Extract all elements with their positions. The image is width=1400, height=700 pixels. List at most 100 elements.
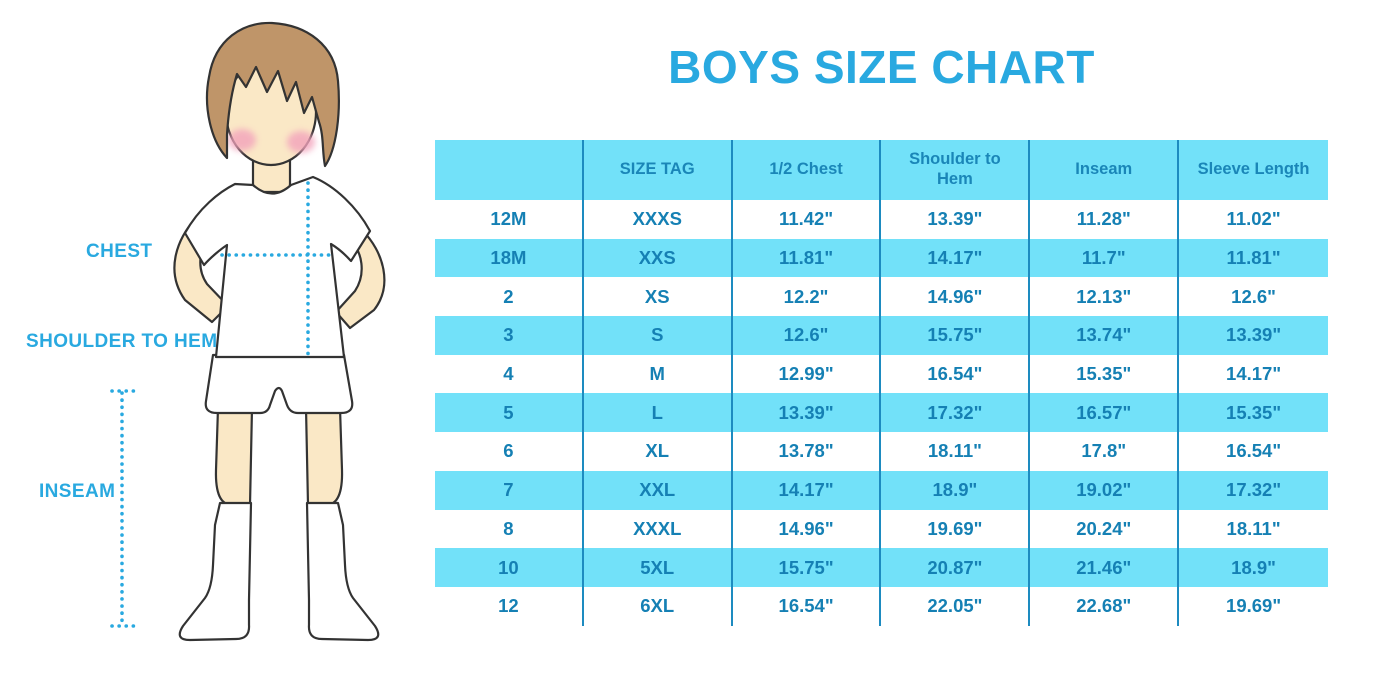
- table-cell: 17.32": [881, 393, 1031, 433]
- table-cell: 18.9": [1231, 556, 1276, 578]
- table-row: 3 S 12.6" 15.75" 13.74" 13.39": [435, 316, 1328, 355]
- table-row: 5 L 13.39" 17.32" 16.57" 15.35": [435, 393, 1328, 433]
- table-row: 4 M 12.99" 16.54" 15.35" 14.17": [435, 354, 1328, 394]
- boy-shirt: [183, 175, 372, 359]
- table-cell: 19.02": [1030, 470, 1180, 510]
- table-cell: 7: [435, 470, 584, 510]
- table-cell: 14.96": [733, 509, 882, 549]
- table-cell: 16.54": [1226, 440, 1282, 462]
- table-cell: 14.17": [1226, 363, 1282, 385]
- table-cell: 14.17": [881, 238, 1031, 278]
- boy-right-leg: [304, 406, 344, 507]
- table-cell: 12M: [435, 200, 584, 239]
- boy-right-cheek: [287, 131, 315, 153]
- column-header: Inseam: [1030, 140, 1180, 200]
- table-cell: 11.81": [1226, 247, 1281, 269]
- table-cell: 11.28": [1030, 200, 1180, 239]
- table-cell: 2: [435, 277, 584, 317]
- table-cell: 3: [435, 316, 584, 355]
- table-cell: 19.69": [881, 509, 1031, 549]
- table-cell: XXL: [584, 470, 733, 510]
- boy-right-arm: [334, 228, 386, 330]
- table-cell: 8: [435, 509, 584, 549]
- table-row: 18M XXS 11.81" 14.17" 11.7" 11.81": [435, 238, 1328, 278]
- table-cell: XL: [584, 432, 733, 471]
- table-cell: 18.11": [1226, 517, 1281, 539]
- table-cell: 15.35": [1226, 401, 1282, 423]
- table-cell: 12.99": [733, 354, 882, 394]
- column-header: [435, 140, 584, 200]
- table-row: 12 6XL 16.54" 22.05" 22.68" 19.69": [435, 586, 1328, 626]
- table-cell: XXS: [584, 238, 733, 278]
- page-title: BOYS SIZE CHART: [668, 41, 1095, 93]
- inseam-label: INSEAM: [39, 481, 116, 502]
- table-cell: 12.2": [733, 277, 882, 317]
- shoulder-to-hem-label: SHOULDER TO HEM: [26, 331, 218, 352]
- boy-left-cheek: [228, 129, 256, 151]
- table-row: 2 XS 12.2" 14.96" 12.13" 12.6": [435, 277, 1328, 317]
- table-cell: 12.13": [1030, 277, 1180, 317]
- table-cell: 16.54": [881, 354, 1031, 394]
- table-cell: 12.6": [733, 316, 882, 355]
- table-cell: 11.02": [1226, 208, 1281, 230]
- table-cell: XS: [584, 277, 733, 317]
- table-cell: 14.17": [733, 470, 882, 510]
- table-cell: 13.78": [733, 432, 882, 471]
- table-cell: 12: [435, 586, 584, 626]
- table-cell: 5XL: [584, 548, 733, 587]
- table-cell: 4: [435, 354, 584, 394]
- table-cell: 11.7": [1030, 238, 1180, 278]
- table-cell: 5: [435, 393, 584, 433]
- table-row: 8 XXXL 14.96" 19.69" 20.24" 18.11": [435, 509, 1328, 549]
- size-table-body: 12M XXXS 11.42" 13.39" 11.28" 11.02" 18M XXS 11.…: [435, 200, 1328, 626]
- table-cell: 18M: [435, 238, 584, 278]
- boy-hair: [205, 21, 340, 168]
- table-cell: L: [584, 393, 733, 433]
- boy-right-sock: [305, 501, 380, 642]
- table-cell: S: [584, 316, 733, 355]
- boy-figure-illustration: [110, 21, 386, 642]
- measurement-figure-panel: CHEST SHOULDER TO HEM INSEAM: [0, 0, 435, 700]
- table-cell: 16.54": [733, 586, 882, 626]
- table-cell: 18.9": [881, 470, 1031, 510]
- boy-left-sock: [178, 501, 253, 642]
- table-cell: 16.57": [1030, 393, 1180, 433]
- table-cell: XXXS: [584, 200, 733, 239]
- table-cell: 6: [435, 432, 584, 471]
- table-cell: 17.8": [1030, 432, 1180, 471]
- table-cell: 14.96": [881, 277, 1031, 317]
- table-cell: 22.05": [881, 586, 1031, 626]
- boy-shorts: [204, 353, 354, 415]
- table-cell: 6XL: [584, 586, 733, 626]
- table-cell: 11.42": [733, 200, 882, 239]
- table-cell: 10: [435, 548, 584, 587]
- table-cell: 13.39": [733, 393, 882, 433]
- size-table-header: SIZE TAG 1/2 Chest Shoulder to Hem Inseam Sl…: [435, 140, 1328, 200]
- table-cell: 17.32": [1226, 479, 1282, 501]
- size-table: SIZE TAG 1/2 Chest Shoulder to Hem Inseam Sl…: [435, 140, 1328, 626]
- chest-label: CHEST: [86, 241, 153, 262]
- table-cell: XXXL: [584, 509, 733, 549]
- table-cell: 15.35": [1030, 354, 1180, 394]
- table-cell: 19.69": [1226, 595, 1282, 617]
- table-cell: 13.39": [881, 200, 1031, 239]
- column-header: 1/2 Chest: [733, 140, 882, 200]
- table-cell: 13.74": [1030, 316, 1180, 355]
- table-cell: 18.11": [881, 432, 1031, 471]
- table-row: 12M XXXS 11.42" 13.39" 11.28" 11.02": [435, 200, 1328, 239]
- table-cell: 20.24": [1030, 509, 1180, 549]
- column-header: Sleeve Length: [1197, 160, 1310, 179]
- table-row: 6 XL 13.78" 18.11" 17.8" 16.54": [435, 432, 1328, 471]
- table-row: 7 XXL 14.17" 18.9" 19.02" 17.32": [435, 470, 1328, 510]
- table-cell: 20.87": [881, 548, 1031, 587]
- table-cell: 21.46": [1030, 548, 1180, 587]
- column-header: Shoulder to Hem: [881, 140, 1031, 200]
- table-cell: 13.39": [1226, 324, 1282, 346]
- table-cell: 15.75": [881, 316, 1031, 355]
- table-cell: 15.75": [733, 548, 882, 587]
- column-header: SIZE TAG: [584, 140, 733, 200]
- inseam-measure-line: [110, 389, 140, 628]
- boy-left-leg: [214, 406, 254, 507]
- table-cell: M: [584, 354, 733, 394]
- table-row: 10 5XL 15.75" 20.87" 21.46" 18.9": [435, 548, 1328, 587]
